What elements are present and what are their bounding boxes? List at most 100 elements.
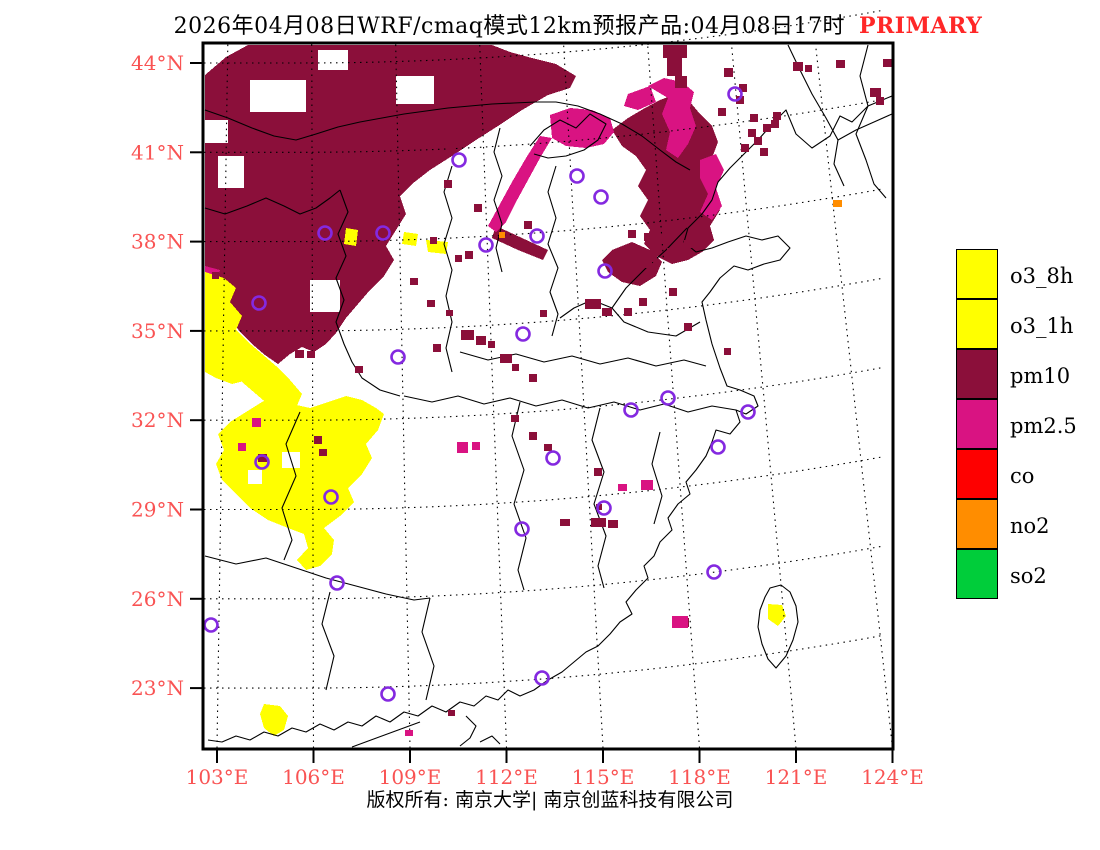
pm10-cell bbox=[461, 330, 474, 340]
city-marker bbox=[515, 326, 531, 342]
pm10-cell bbox=[793, 62, 803, 71]
lat-tick-label: 38°N bbox=[131, 230, 184, 254]
boundary-line-6 bbox=[493, 127, 503, 273]
legend-label: o3_1h bbox=[1010, 314, 1074, 338]
city-marker bbox=[203, 617, 219, 633]
pm10-cell bbox=[644, 233, 652, 241]
city-marker bbox=[317, 225, 333, 241]
overlay-pm25-diagonal-tail bbox=[488, 136, 552, 232]
boundary-line-7 bbox=[529, 113, 607, 159]
pm10-cell bbox=[455, 255, 462, 262]
overlay-pm10-band-fragment bbox=[492, 226, 548, 260]
pm10-cell bbox=[596, 504, 602, 510]
lat-tick-label: 29°N bbox=[131, 498, 184, 522]
pm10-cell bbox=[669, 288, 677, 296]
lon-tick-label: 121°E bbox=[765, 765, 828, 789]
legend-label: pm10 bbox=[1010, 364, 1071, 388]
lat-tick-label: 32°N bbox=[131, 408, 184, 432]
meridian-121 bbox=[730, 43, 797, 749]
city-marker bbox=[390, 349, 406, 365]
legend-label: so2 bbox=[1010, 564, 1047, 588]
legend-label: o3_8h bbox=[1010, 264, 1074, 288]
legend-swatch-pm2.5 bbox=[956, 398, 998, 449]
pm25-cell bbox=[252, 418, 261, 427]
lat-tick-label: 41°N bbox=[131, 140, 184, 164]
boundary-line-21 bbox=[855, 44, 887, 199]
pm10-cell bbox=[319, 449, 327, 456]
lat-tick-label: 44°N bbox=[131, 51, 184, 75]
city-marker bbox=[451, 152, 467, 168]
pm10-cell bbox=[355, 366, 363, 373]
city-marker bbox=[534, 670, 550, 686]
city-marker bbox=[569, 168, 585, 184]
pm10-cell bbox=[591, 518, 606, 527]
pm10-cell bbox=[763, 124, 771, 132]
city-marker bbox=[706, 564, 722, 580]
boundary-line-17 bbox=[321, 591, 335, 691]
pm10-cell bbox=[836, 60, 845, 68]
pm10-cell bbox=[667, 58, 682, 76]
boundary-line-16 bbox=[421, 597, 435, 701]
lat-tick-label: 26°N bbox=[131, 587, 184, 611]
pm10-cell bbox=[724, 348, 731, 355]
lon-tick-label: 118°E bbox=[668, 765, 731, 789]
pm10-cell bbox=[639, 298, 647, 306]
meridian-112 bbox=[479, 43, 508, 749]
city-marker bbox=[727, 86, 743, 102]
meridian-118 bbox=[647, 43, 701, 749]
pm10-cell bbox=[585, 299, 601, 309]
city-marker bbox=[740, 404, 756, 420]
pm10-cell bbox=[750, 114, 758, 122]
pm10-cell bbox=[663, 45, 687, 58]
pm10-cell bbox=[474, 204, 482, 212]
city-marker bbox=[623, 402, 639, 418]
city-marker bbox=[529, 228, 545, 244]
pm10-cell bbox=[594, 468, 602, 476]
pm10-cell bbox=[529, 374, 537, 382]
pm10-cell bbox=[754, 137, 762, 145]
pm10-cell bbox=[448, 710, 455, 716]
pm10-cell bbox=[760, 148, 768, 156]
city-marker bbox=[251, 295, 267, 311]
boundary-line-14 bbox=[591, 407, 607, 589]
pm10-cell bbox=[476, 336, 486, 345]
pm10-cell bbox=[675, 76, 687, 88]
boundary-line-12 bbox=[403, 395, 737, 413]
pm10-cell bbox=[659, 236, 667, 244]
pm10-cell bbox=[540, 310, 547, 317]
legend-swatch-o3_1h bbox=[956, 298, 998, 349]
boundary-line-11 bbox=[459, 351, 707, 367]
pollutant-overlays bbox=[205, 45, 786, 736]
pm10-cell bbox=[511, 415, 519, 422]
boundary-line-15 bbox=[651, 431, 663, 525]
pm10-cell bbox=[628, 230, 636, 238]
pm25-cell bbox=[618, 484, 627, 491]
pm10-cell bbox=[544, 444, 552, 451]
boundary-line-10 bbox=[559, 299, 613, 319]
overlay-pm25-east-fringe bbox=[700, 154, 724, 220]
pm10-cell bbox=[718, 108, 726, 116]
pm10-cell bbox=[773, 112, 781, 120]
pm10-cell bbox=[446, 146, 455, 155]
pm10-cell bbox=[876, 97, 884, 105]
lon-tick-label: 115°E bbox=[572, 765, 635, 789]
lat-tick-label: 35°N bbox=[131, 319, 184, 343]
pm10-cell bbox=[684, 240, 692, 248]
meridian-124 bbox=[814, 43, 894, 749]
pm10-cell bbox=[739, 84, 747, 92]
legend-label: co bbox=[1010, 464, 1035, 488]
pm10-cell bbox=[805, 65, 812, 72]
city-marker bbox=[323, 489, 339, 505]
pm10-cell bbox=[624, 308, 632, 316]
pm10-cell bbox=[410, 278, 418, 285]
no2-cell bbox=[499, 232, 505, 238]
city-marker bbox=[380, 686, 396, 702]
city-marker bbox=[478, 237, 494, 253]
overlay-o3-small-2 bbox=[344, 228, 358, 246]
overlay-pm25-northeast-band bbox=[648, 78, 696, 158]
pm10-cell bbox=[736, 96, 744, 104]
lon-tick-label: 112°E bbox=[475, 765, 538, 789]
boundary-line-23 bbox=[351, 721, 421, 748]
pm25-cell bbox=[641, 480, 653, 490]
